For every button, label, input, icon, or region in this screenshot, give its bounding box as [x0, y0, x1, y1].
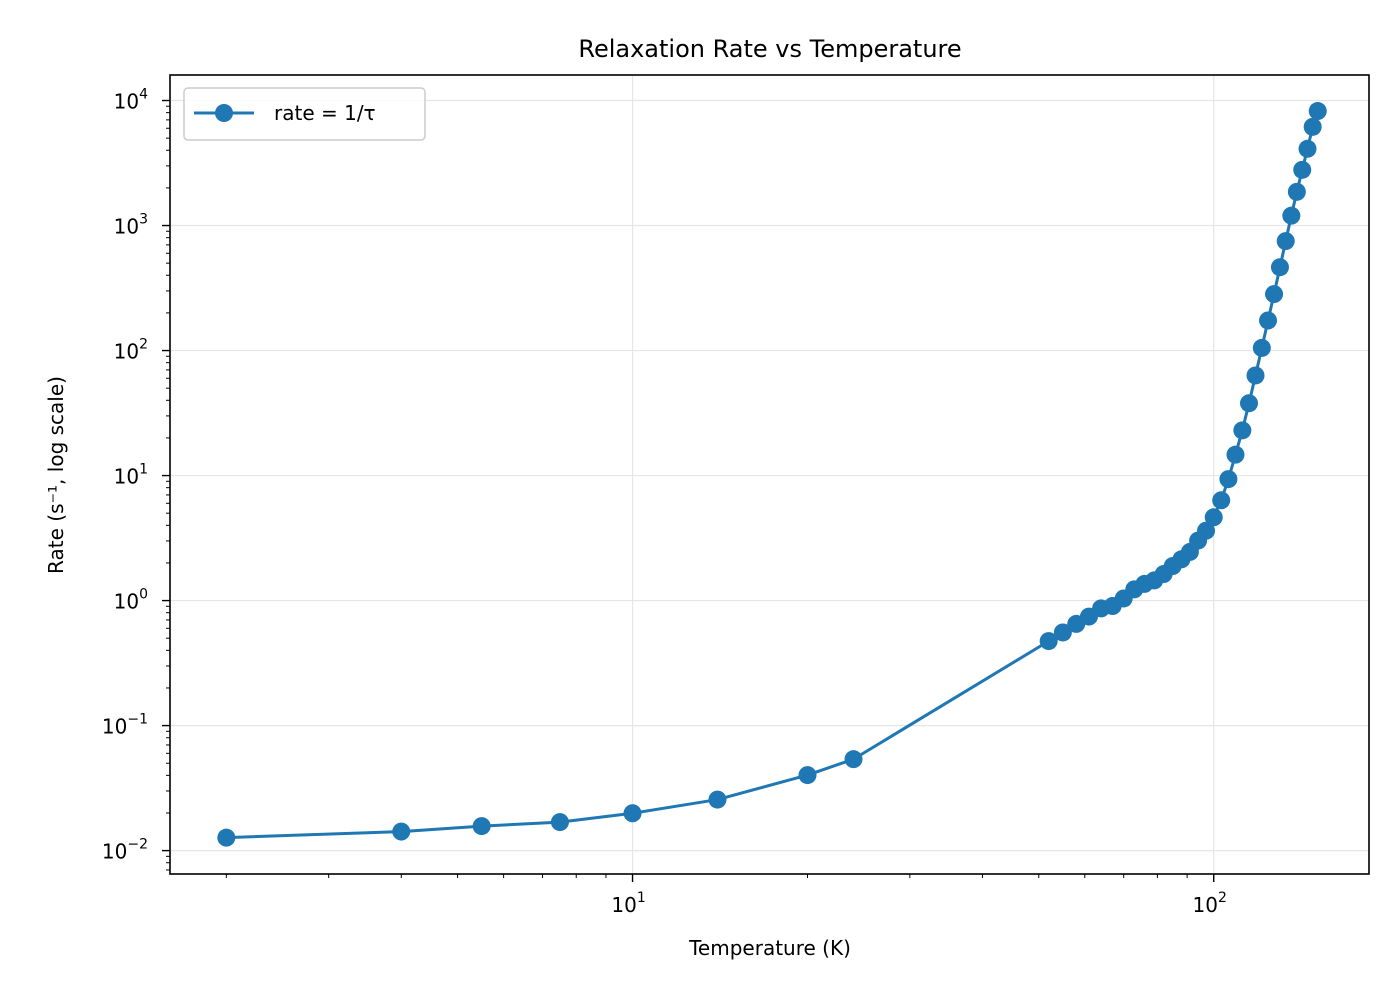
legend-label: rate = 1/τ	[274, 101, 376, 125]
data-point	[1246, 366, 1265, 385]
data-point	[1293, 160, 1312, 179]
data-point	[1226, 445, 1245, 464]
data-point	[1204, 508, 1223, 527]
data-point	[1197, 521, 1216, 540]
data-point	[1252, 338, 1271, 357]
data-point	[1053, 623, 1072, 642]
data-point	[1308, 102, 1327, 121]
data-point	[1282, 206, 1301, 225]
x-axis-label: Temperature (K)	[688, 936, 851, 960]
data-point	[217, 828, 236, 847]
y-tick-label: 100	[114, 587, 148, 614]
data-point	[708, 790, 727, 809]
data-point	[1298, 139, 1317, 158]
data-point	[1240, 394, 1259, 413]
legend-marker	[215, 104, 233, 122]
data-point	[472, 817, 491, 836]
data-point	[1039, 632, 1058, 651]
chart-title: Relaxation Rate vs Temperature	[578, 35, 961, 63]
grid-lines	[170, 75, 1369, 874]
y-axis-label: Rate (s⁻¹, log scale)	[44, 376, 68, 574]
data-point	[1212, 491, 1231, 510]
data-point	[1265, 285, 1284, 304]
data-point	[1276, 232, 1295, 251]
legend: rate = 1/τ	[183, 87, 426, 141]
data-point	[623, 804, 642, 823]
data-point	[1259, 311, 1278, 330]
data-point	[392, 822, 411, 841]
data-point	[844, 750, 863, 769]
series-rate	[217, 102, 1327, 847]
legend-box	[183, 87, 426, 141]
data-point	[1270, 258, 1289, 277]
data-point	[1303, 117, 1322, 136]
y-tick-label: 101	[114, 462, 148, 489]
data-point	[1233, 421, 1252, 440]
x-tick-label: 102	[1193, 890, 1227, 917]
plot-frame	[169, 74, 1370, 875]
data-point	[1219, 470, 1238, 489]
data-point	[1287, 182, 1306, 201]
data-point	[550, 813, 569, 832]
data-point	[798, 766, 817, 785]
